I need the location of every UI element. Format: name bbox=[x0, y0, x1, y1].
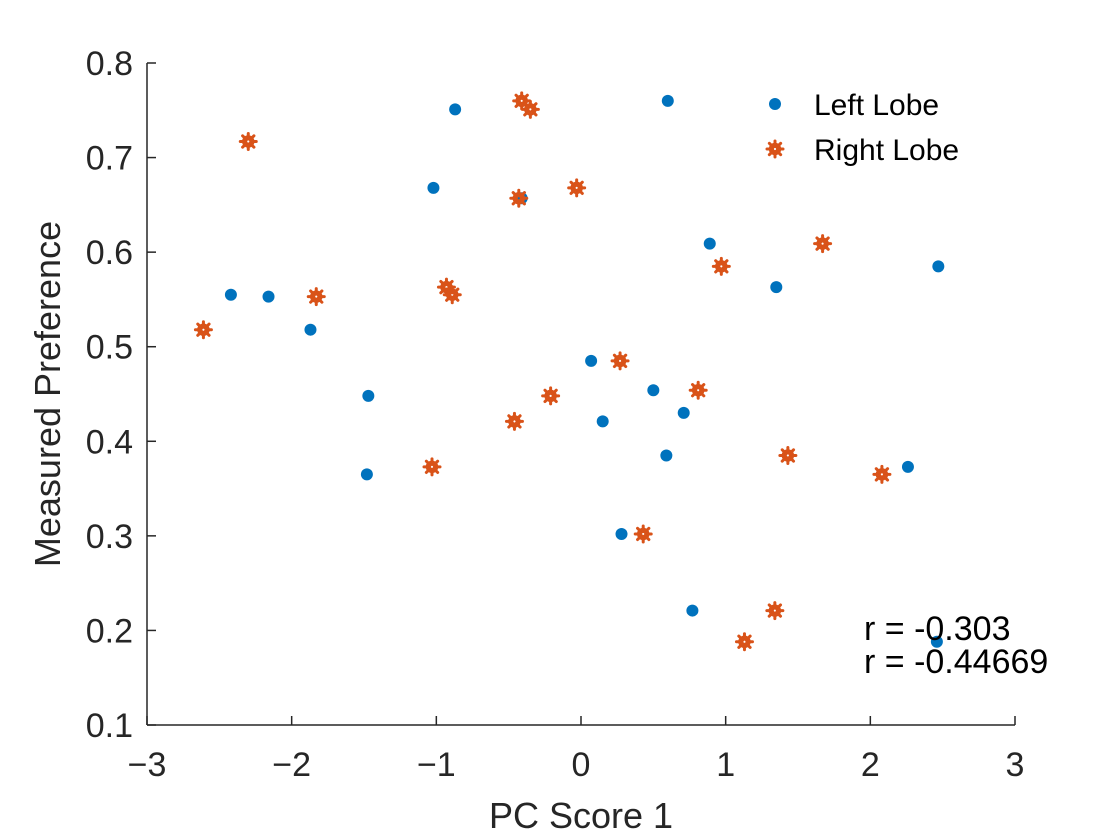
x-tick-label: −2 bbox=[272, 746, 311, 784]
point-left-lobe bbox=[660, 449, 673, 462]
x-tick-label: 2 bbox=[861, 746, 880, 784]
point-left-lobe bbox=[596, 415, 609, 428]
point-left-lobe bbox=[930, 635, 943, 648]
y-tick-label: 0.4 bbox=[86, 423, 133, 461]
point-right-lobe bbox=[813, 234, 833, 254]
x-axis-label: PC Score 1 bbox=[489, 795, 673, 836]
y-tick-label: 0.3 bbox=[86, 518, 133, 556]
point-right-lobe bbox=[711, 256, 731, 276]
point-left-lobe bbox=[686, 604, 699, 617]
y-tick-label: 0.8 bbox=[86, 45, 133, 83]
point-right-lobe bbox=[422, 457, 442, 477]
point-right-lobe bbox=[778, 445, 798, 465]
x-tick-label: 3 bbox=[1006, 746, 1025, 784]
point-left-lobe bbox=[360, 468, 373, 481]
point-right-lobe bbox=[238, 131, 258, 151]
point-left-lobe bbox=[615, 527, 628, 540]
y-tick-label: 0.6 bbox=[86, 234, 133, 272]
y-axis-label: Measured Preference bbox=[27, 221, 68, 567]
point-left-lobe bbox=[585, 354, 598, 367]
point-left-lobe bbox=[449, 103, 462, 116]
point-left-lobe bbox=[703, 237, 716, 250]
y-ticks: 0.1 0.2 0.3 0.4 0.5 0.6 0.7 0.8 bbox=[86, 45, 156, 745]
point-right-lobe bbox=[520, 99, 540, 119]
point-left-lobe bbox=[770, 281, 783, 294]
point-right-lobe bbox=[193, 320, 213, 340]
legend-label-right-lobe: Right Lobe bbox=[814, 134, 959, 167]
point-right-lobe bbox=[504, 411, 524, 431]
point-left-lobe bbox=[677, 406, 690, 419]
point-left-lobe bbox=[362, 389, 375, 402]
point-right-lobe bbox=[765, 601, 785, 621]
point-right-lobe bbox=[567, 178, 587, 198]
point-right-lobe bbox=[872, 464, 892, 484]
point-right-lobe bbox=[610, 351, 630, 371]
point-left-lobe bbox=[262, 290, 275, 303]
legend-marker-left-lobe bbox=[769, 98, 781, 110]
point-left-lobe bbox=[304, 323, 317, 336]
correlation-annotation-right: r = -0.44669 bbox=[864, 643, 1048, 681]
point-left-lobe bbox=[661, 94, 674, 107]
point-right-lobe bbox=[306, 287, 326, 307]
x-tick-label: −1 bbox=[417, 746, 456, 784]
point-right-lobe bbox=[734, 632, 754, 652]
x-ticks: −3 −2 −1 0 1 2 3 bbox=[128, 716, 1025, 784]
legend-label-left-lobe: Left Lobe bbox=[814, 89, 939, 122]
point-right-lobe bbox=[509, 188, 529, 208]
y-tick-label: 0.5 bbox=[86, 329, 133, 367]
point-left-lobe bbox=[427, 181, 440, 194]
y-tick-label: 0.2 bbox=[86, 612, 133, 650]
x-tick-label: 1 bbox=[716, 746, 735, 784]
point-right-lobe bbox=[541, 386, 561, 406]
point-left-lobe bbox=[647, 384, 660, 397]
point-left-lobe bbox=[901, 460, 914, 473]
legend: Left Lobe Right Lobe bbox=[765, 89, 959, 167]
point-right-lobe bbox=[633, 524, 653, 544]
point-left-lobe bbox=[224, 288, 237, 301]
point-left-lobe bbox=[932, 260, 945, 273]
data-points bbox=[193, 91, 945, 652]
point-right-lobe bbox=[688, 380, 708, 400]
x-tick-label: −3 bbox=[128, 746, 167, 784]
legend-marker-right-lobe-glyph bbox=[765, 139, 785, 159]
correlation-annotation-left: r = -0.303 bbox=[864, 610, 1010, 648]
point-right-lobe bbox=[442, 285, 462, 305]
x-tick-label: 0 bbox=[572, 746, 591, 784]
y-tick-label: 0.1 bbox=[86, 707, 133, 745]
y-tick-label: 0.7 bbox=[86, 140, 133, 178]
legend-marker-right-lobe bbox=[765, 139, 785, 159]
